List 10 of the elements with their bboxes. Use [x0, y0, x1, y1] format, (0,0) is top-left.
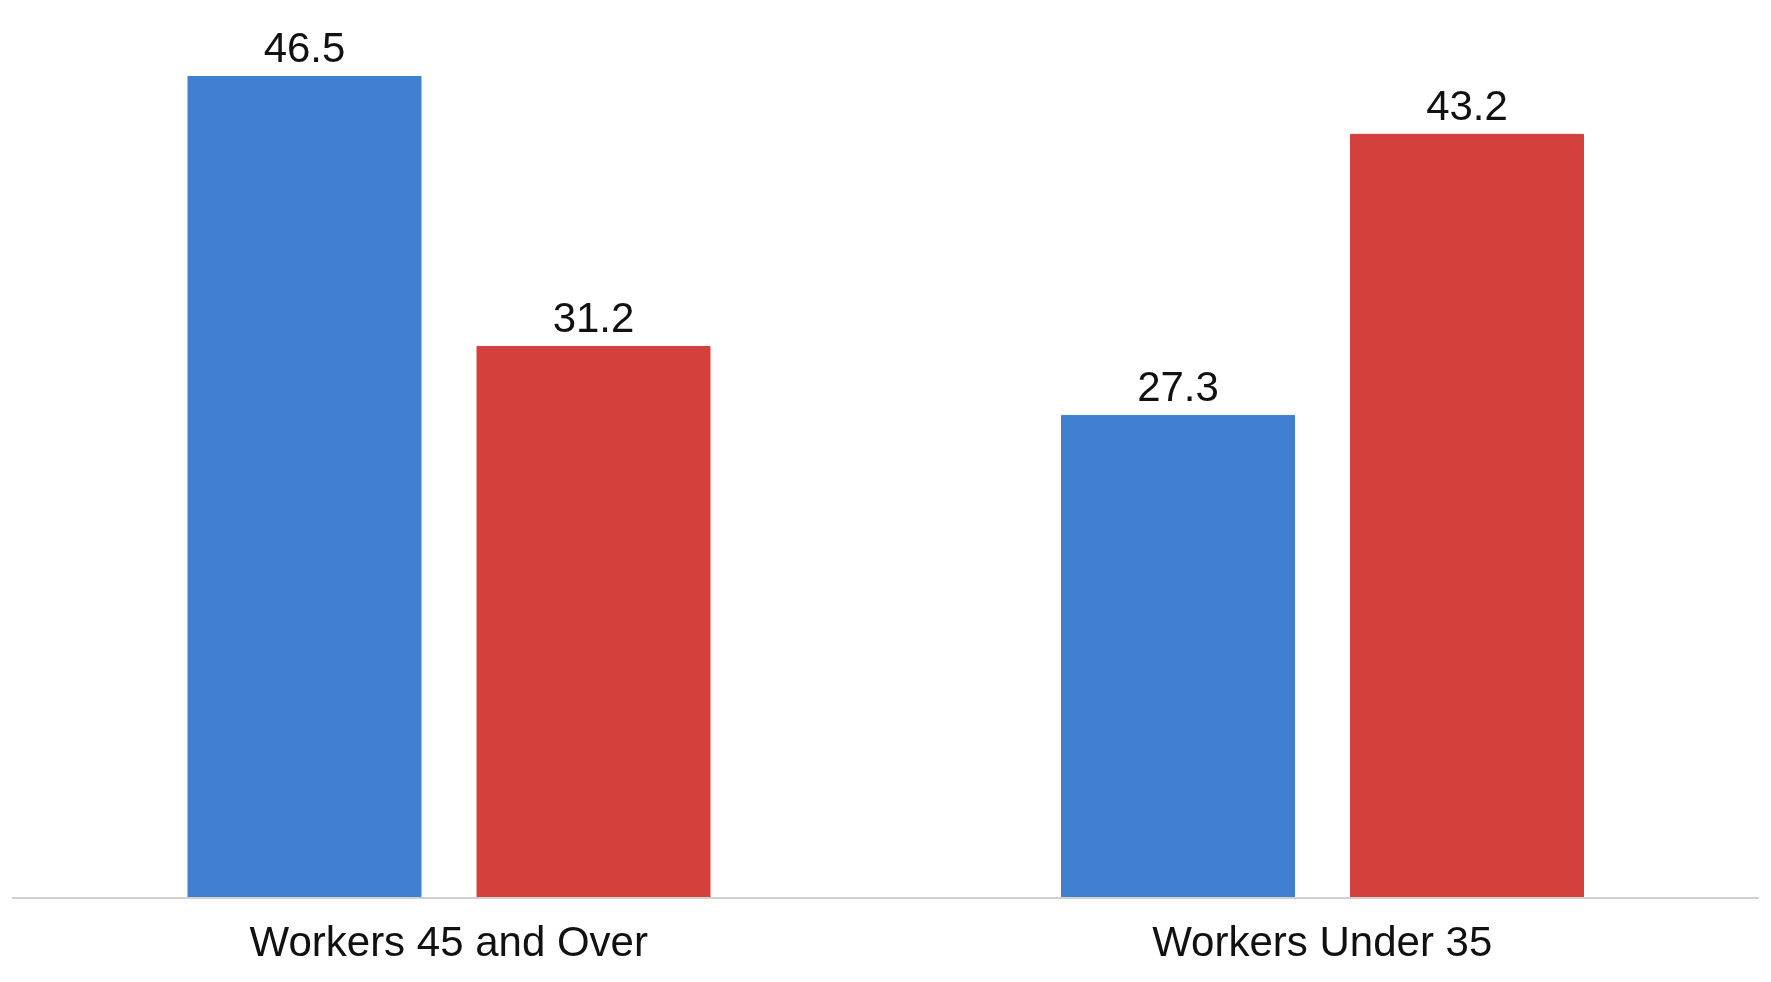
x-tick-label: Workers 45 and Over [249, 917, 648, 965]
data-label: 31.2 [552, 294, 635, 342]
data-label: 46.5 [263, 24, 346, 71]
x-tick-label: Workers Under 35 [1152, 917, 1493, 965]
data-label: 27.3 [1137, 363, 1219, 411]
bar [187, 76, 422, 898]
bar [476, 345, 711, 898]
bar [1061, 414, 1295, 898]
data-label: 43.2 [1426, 82, 1508, 130]
bar [1350, 133, 1584, 898]
